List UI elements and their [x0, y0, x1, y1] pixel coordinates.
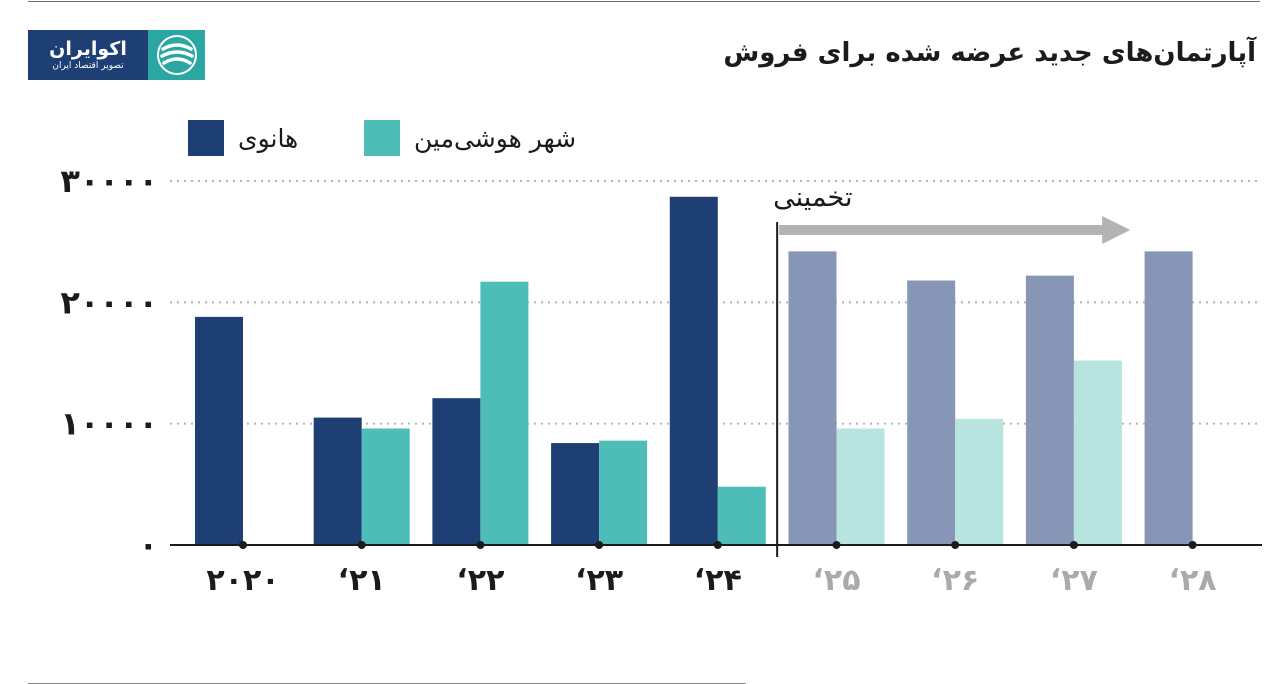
- x-tick-label: ‘۲۸: [1169, 563, 1217, 598]
- y-tick-label: ۲۰۰۰۰: [60, 283, 158, 321]
- brand-tagline: تصویر اقتصاد ایران: [52, 61, 124, 71]
- legend-label-hanoi: هانوی: [238, 123, 299, 153]
- brand-text: اکوایران تصویر اقتصاد ایران: [28, 30, 148, 80]
- bar: [195, 316, 243, 545]
- x-tick-label: ‘۲۶: [931, 563, 979, 598]
- bar: [551, 443, 600, 545]
- bar: [432, 398, 481, 545]
- x-tick-dot: [1188, 541, 1197, 549]
- x-tick-label: ۲۰۲۰: [206, 563, 279, 598]
- legend-item-hcmc: شهر هوشی‌مین: [364, 120, 576, 156]
- brand-name: اکوایران: [49, 38, 127, 60]
- x-tick-dot: [595, 541, 604, 549]
- bar: [836, 428, 885, 545]
- x-tick-dot: [713, 541, 722, 549]
- legend-swatch-hanoi: [188, 120, 224, 156]
- brand-swirl-icon: [156, 35, 197, 75]
- x-tick-dot: [832, 541, 841, 549]
- y-tick-label: ۳۰۰۰۰: [60, 162, 158, 200]
- chart-title: آپارتمان‌های جدید عرضه شده برای فروش: [723, 38, 1256, 68]
- legend-label-hcmc: شهر هوشی‌مین: [414, 123, 577, 153]
- x-tick-dot: [476, 541, 485, 549]
- x-tick-label: ‘۲۷: [1050, 563, 1098, 598]
- x-tick-label: ‘۲۱: [338, 563, 386, 598]
- legend-item-hanoi: هانوی: [188, 120, 298, 156]
- bar: [361, 428, 410, 545]
- bar: [669, 196, 718, 546]
- bar: [1025, 275, 1074, 545]
- x-tick-dot: [1069, 541, 1078, 549]
- forecast-arrow-shaft: [779, 225, 1105, 235]
- bar: [955, 418, 1004, 545]
- x-tick-label: ‘۲۲: [456, 563, 504, 598]
- bar: [907, 280, 956, 545]
- brand-logo: اکوایران تصویر اقتصاد ایران: [28, 30, 205, 80]
- x-tick-dot: [357, 541, 366, 549]
- bar: [717, 486, 766, 545]
- x-tick-dot: [239, 541, 247, 549]
- bar: [788, 251, 837, 545]
- bar: [1144, 251, 1193, 545]
- forecast-arrow-head-icon: [1102, 216, 1131, 244]
- bar: [480, 281, 529, 545]
- bar: [599, 440, 648, 545]
- x-tick-label: ‘۲۵: [812, 563, 860, 598]
- legend-swatch-hcmc: [364, 120, 400, 156]
- y-tick-label: ۱۰۰۰۰: [60, 405, 158, 443]
- bar: [313, 417, 362, 545]
- top-rule: [28, 1, 1260, 2]
- brand-mark-icon: [148, 30, 205, 80]
- bar: [1073, 360, 1122, 545]
- x-tick-label: ‘۲۳: [575, 563, 623, 598]
- x-tick-dot: [951, 541, 960, 549]
- forecast-label: تخمینی: [773, 182, 852, 213]
- x-tick-label: ‘۲۴: [694, 563, 742, 598]
- y-tick-label: ۰: [138, 526, 158, 564]
